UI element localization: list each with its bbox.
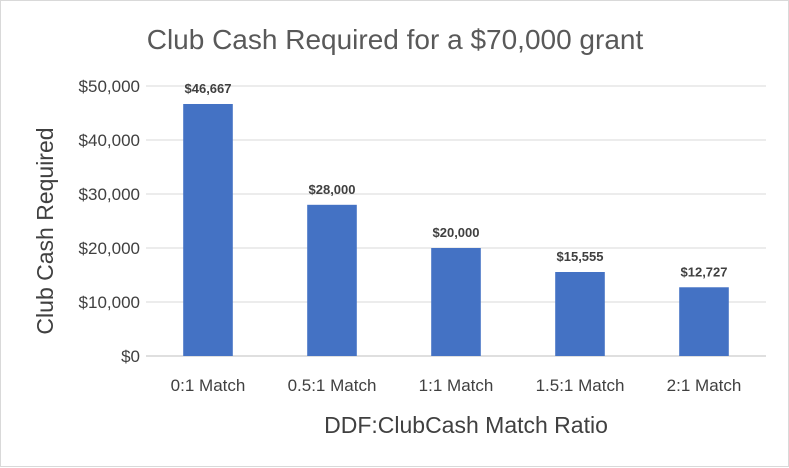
- bar: [555, 272, 605, 356]
- x-tick-label: 0:1 Match: [171, 376, 246, 395]
- y-tick-label: $20,000: [79, 239, 140, 258]
- data-label: $46,667: [185, 81, 232, 96]
- y-axis-ticks: $0 $10,000 $20,000 $30,000 $40,000 $50,000: [79, 77, 140, 366]
- y-tick-label: $50,000: [79, 77, 140, 96]
- y-tick-label: $40,000: [79, 131, 140, 150]
- bar: [679, 287, 729, 356]
- chart-title: Club Cash Required for a $70,000 grant: [147, 24, 644, 55]
- bar: [431, 248, 481, 356]
- x-tick-label: 1:1 Match: [419, 376, 494, 395]
- y-tick-label: $30,000: [79, 185, 140, 204]
- data-labels: $46,667 $28,000 $20,000 $15,555 $12,727: [185, 81, 728, 279]
- bar: [183, 103, 233, 356]
- y-tick-label: $10,000: [79, 293, 140, 312]
- x-tick-label: 1.5:1 Match: [536, 376, 625, 395]
- data-label: $15,555: [557, 249, 604, 264]
- data-label: $20,000: [433, 225, 480, 240]
- x-axis-ticks: 0:1 Match 0.5:1 Match 1:1 Match 1.5:1 Match…: [171, 376, 742, 395]
- data-label: $12,727: [681, 264, 728, 279]
- bars: [183, 103, 729, 356]
- x-axis-title: DDF:ClubCash Match Ratio: [324, 412, 608, 438]
- y-tick-label: $0: [121, 347, 140, 366]
- y-axis-title: Club Cash Required: [32, 127, 58, 334]
- x-tick-label: 0.5:1 Match: [288, 376, 377, 395]
- x-tick-label: 2:1 Match: [667, 376, 742, 395]
- data-label: $28,000: [309, 182, 356, 197]
- bar: [307, 204, 357, 356]
